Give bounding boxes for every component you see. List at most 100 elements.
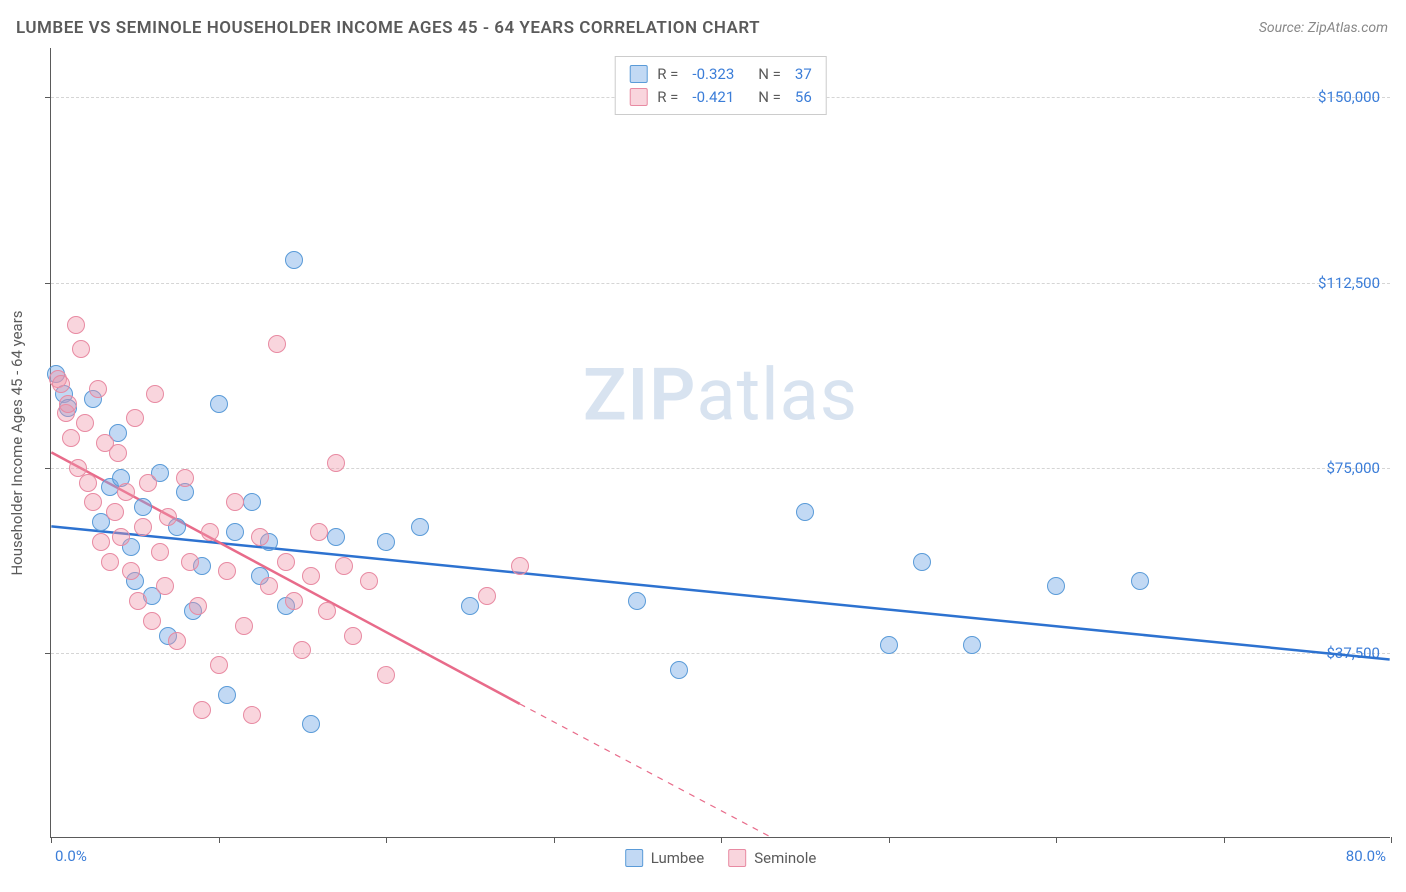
n-value: 56	[795, 86, 812, 109]
data-point	[210, 656, 228, 674]
data-point	[139, 474, 157, 492]
data-point	[151, 543, 169, 561]
data-point	[318, 602, 336, 620]
data-point	[880, 636, 898, 654]
data-point	[277, 553, 295, 571]
data-point	[235, 617, 253, 635]
data-point	[168, 632, 186, 650]
data-point	[117, 483, 135, 501]
data-point	[193, 701, 211, 719]
data-point	[218, 562, 236, 580]
data-point	[176, 469, 194, 487]
y-tick	[45, 653, 51, 654]
y-tick-label: $75,000	[1326, 459, 1380, 477]
trend-line	[51, 526, 1389, 659]
data-point	[461, 597, 479, 615]
x-tick	[1391, 837, 1392, 843]
data-point	[377, 666, 395, 684]
legend-label: Seminole	[754, 849, 816, 867]
y-tick	[45, 283, 51, 284]
data-point	[52, 375, 70, 393]
data-point	[134, 498, 152, 516]
data-point	[511, 557, 529, 575]
data-point	[293, 641, 311, 659]
data-point	[201, 523, 219, 541]
data-point	[243, 493, 261, 511]
watermark-zip: ZIP	[583, 353, 696, 438]
data-point	[84, 493, 102, 511]
data-point	[327, 528, 345, 546]
x-tick	[721, 837, 722, 843]
correlation-legend: R =-0.323N =37R =-0.421N =56	[614, 56, 827, 115]
data-point	[76, 414, 94, 432]
y-tick-label: $150,000	[1318, 88, 1380, 106]
data-point	[181, 553, 199, 571]
data-point	[92, 533, 110, 551]
data-point	[344, 627, 362, 645]
data-point	[302, 715, 320, 733]
data-point	[67, 316, 85, 334]
y-tick-label: $37,500	[1326, 644, 1380, 662]
legend-row: R =-0.323N =37	[629, 63, 812, 86]
data-point	[670, 661, 688, 679]
data-point	[260, 577, 278, 595]
x-tick	[889, 837, 890, 843]
data-point	[327, 454, 345, 472]
data-point	[210, 395, 228, 413]
gridline	[51, 283, 1390, 284]
data-point	[285, 592, 303, 610]
data-point	[1047, 577, 1065, 595]
y-tick-label: $112,500	[1318, 274, 1380, 292]
chart-title: LUMBEE VS SEMINOLE HOUSEHOLDER INCOME AG…	[16, 18, 760, 38]
data-point	[226, 523, 244, 541]
data-point	[146, 385, 164, 403]
data-point	[411, 518, 429, 536]
x-tick	[1224, 837, 1225, 843]
data-point	[143, 612, 161, 630]
data-point	[122, 562, 140, 580]
data-point	[243, 706, 261, 724]
data-point	[129, 592, 147, 610]
data-point	[72, 340, 90, 358]
legend-item: Seminole	[728, 849, 816, 867]
data-point	[226, 493, 244, 511]
x-tick	[1056, 837, 1057, 843]
x-tick	[386, 837, 387, 843]
gridline	[51, 653, 1390, 654]
data-point	[268, 335, 286, 353]
r-value: -0.421	[692, 86, 734, 109]
data-point	[79, 474, 97, 492]
source-attribution: Source: ZipAtlas.com	[1259, 20, 1388, 36]
data-point	[112, 528, 130, 546]
n-value: 37	[795, 63, 812, 86]
data-point	[963, 636, 981, 654]
r-label: R =	[657, 63, 678, 86]
data-point	[62, 429, 80, 447]
y-tick	[45, 97, 51, 98]
trend-line	[520, 704, 771, 837]
x-axis-max-label: 80.0%	[1346, 847, 1386, 865]
data-point	[59, 395, 77, 413]
watermark: ZIPatlas	[583, 353, 858, 438]
data-point	[478, 587, 496, 605]
data-point	[218, 686, 236, 704]
n-label: N =	[758, 63, 781, 86]
data-point	[101, 553, 119, 571]
legend-swatch	[629, 65, 647, 83]
data-point	[109, 444, 127, 462]
data-point	[189, 597, 207, 615]
data-point	[89, 380, 107, 398]
y-tick	[45, 468, 51, 469]
watermark-atlas: atlas	[696, 353, 858, 438]
plot-area: ZIPatlas $37,500$75,000$112,500$150,000 …	[50, 48, 1390, 838]
legend-row: R =-0.421N =56	[629, 86, 812, 109]
data-point	[285, 251, 303, 269]
data-point	[251, 528, 269, 546]
y-axis-title: Householder Income Ages 45 - 64 years	[8, 310, 26, 575]
x-tick	[554, 837, 555, 843]
data-point	[1131, 572, 1149, 590]
data-point	[913, 553, 931, 571]
x-tick	[219, 837, 220, 843]
data-point	[156, 577, 174, 595]
n-label: N =	[758, 86, 781, 109]
